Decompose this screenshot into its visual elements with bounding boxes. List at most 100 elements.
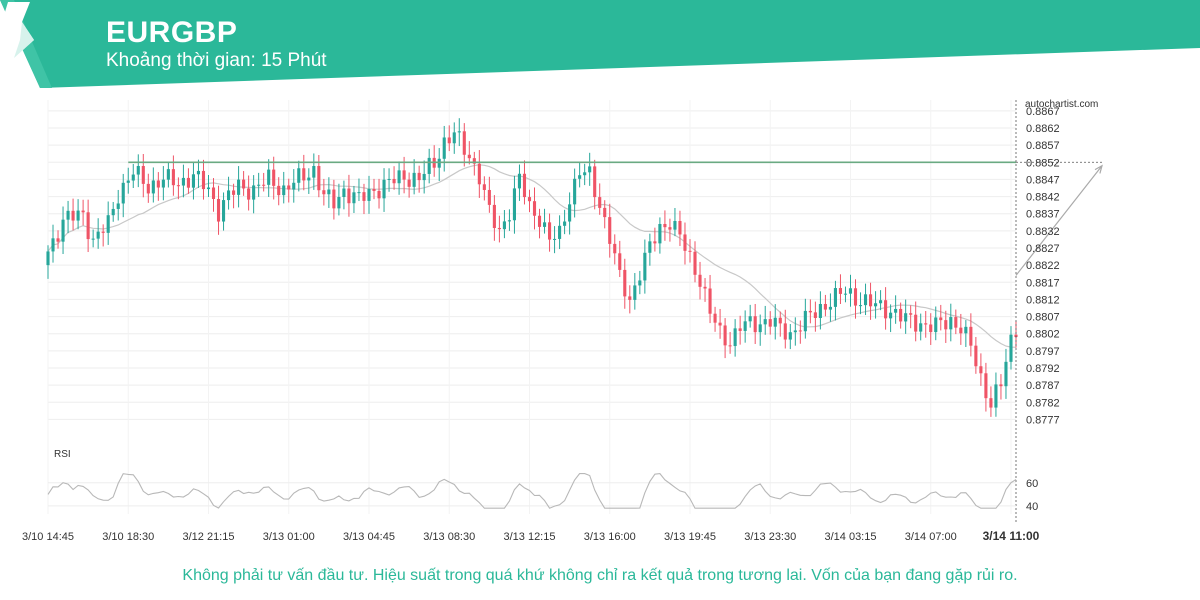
- candle: [427, 148, 431, 184]
- candle: [61, 206, 65, 255]
- header-banner: EURGBP Khoảng thời gian: 15 Phút: [0, 0, 1200, 88]
- candle: [352, 185, 356, 213]
- candle: [588, 152, 592, 186]
- candle: [247, 175, 251, 211]
- candle: [287, 178, 291, 203]
- candle: [788, 324, 792, 350]
- candle-body: [1014, 334, 1018, 338]
- candle: [979, 353, 983, 386]
- candle: [532, 187, 537, 230]
- candle: [673, 208, 677, 237]
- forecast-arrow-head: [1094, 164, 1103, 174]
- candle: [613, 234, 617, 265]
- candle-body: [317, 165, 321, 191]
- candle: [798, 320, 802, 344]
- candle-body: [558, 225, 562, 239]
- candle: [868, 282, 873, 320]
- candle-body: [909, 313, 913, 315]
- candle-body: [427, 157, 431, 174]
- candle-body: [367, 188, 371, 201]
- candle-body: [91, 238, 95, 240]
- candle: [151, 167, 155, 203]
- candle-body: [693, 251, 697, 275]
- candle: [502, 210, 506, 239]
- price-tick-label: 0.8792: [1026, 363, 1060, 375]
- price-tick-label: 0.8867: [1026, 106, 1060, 118]
- price-tick-label: 0.8862: [1026, 123, 1060, 135]
- candle: [974, 336, 978, 374]
- candle-body: [949, 317, 953, 330]
- candle: [382, 168, 386, 212]
- candle: [242, 171, 246, 196]
- price-tick-label: 0.8837: [1026, 209, 1060, 221]
- candle-body: [542, 222, 547, 227]
- candle-body: [573, 178, 577, 205]
- candle: [527, 189, 532, 213]
- time-tick-label: 3/14 07:00: [905, 531, 957, 543]
- candle: [999, 374, 1003, 400]
- candle-body: [527, 197, 532, 202]
- candle: [186, 168, 190, 194]
- candle-body: [156, 180, 160, 188]
- candle-body: [833, 288, 837, 307]
- candle: [66, 200, 70, 234]
- candle-body: [66, 210, 70, 220]
- candle: [282, 171, 286, 204]
- candle-body: [287, 185, 291, 190]
- candle-body: [798, 330, 802, 332]
- candle-body: [277, 185, 281, 196]
- candle-body: [106, 215, 110, 233]
- candle-body: [462, 131, 466, 155]
- candle-body: [111, 208, 115, 216]
- candle: [733, 319, 737, 357]
- candle-body: [56, 238, 60, 242]
- candle-body: [598, 197, 602, 208]
- candle: [432, 145, 436, 177]
- candle: [237, 166, 241, 208]
- rsi-line: [47, 473, 1017, 509]
- candle-body: [372, 188, 376, 191]
- moving-average-line: [47, 164, 1017, 348]
- price-chart: 0.8867 0.8862 0.8857 0.8852 0.8847 0.8842 0.88…: [22, 100, 1103, 543]
- candle: [397, 161, 401, 195]
- candle: [492, 195, 496, 241]
- candle: [563, 209, 567, 235]
- levels-layer: [128, 100, 1103, 524]
- candle-body: [216, 198, 221, 222]
- price-tick-label: 0.8832: [1026, 226, 1060, 238]
- candle-body: [272, 169, 276, 186]
- candle: [267, 159, 271, 197]
- candle: [407, 172, 411, 198]
- candle-body: [643, 252, 647, 281]
- candle-body: [547, 222, 552, 240]
- rsi-tick-label: 40: [1026, 501, 1038, 513]
- candle: [553, 226, 557, 254]
- candle-body: [954, 317, 958, 328]
- candle: [683, 222, 687, 265]
- candle: [262, 172, 266, 192]
- disclaimer-text: Không phải tư vấn đầu tư. Hiệu suất tron…: [182, 567, 1018, 584]
- candle: [899, 302, 903, 329]
- candle: [116, 189, 120, 221]
- candle-body: [863, 294, 868, 306]
- candle-body: [487, 189, 491, 205]
- candle: [272, 156, 276, 200]
- candle-body: [778, 317, 782, 324]
- candle: [783, 309, 787, 349]
- candle: [929, 313, 933, 345]
- candle-body: [61, 219, 65, 242]
- candle-body: [663, 223, 667, 228]
- price-tick-label: 0.8822: [1026, 260, 1060, 272]
- price-tick-label: 0.8797: [1026, 346, 1060, 358]
- candle-body: [848, 288, 853, 294]
- candle: [462, 123, 466, 167]
- candle: [437, 148, 441, 182]
- candle: [879, 290, 883, 311]
- candle-body: [563, 221, 567, 226]
- candle: [1009, 326, 1013, 370]
- candle-body: [96, 231, 100, 239]
- time-tick-label: 3/13 04:45: [343, 531, 395, 543]
- candle: [768, 311, 772, 335]
- candle-body: [583, 172, 587, 176]
- candle: [934, 306, 938, 341]
